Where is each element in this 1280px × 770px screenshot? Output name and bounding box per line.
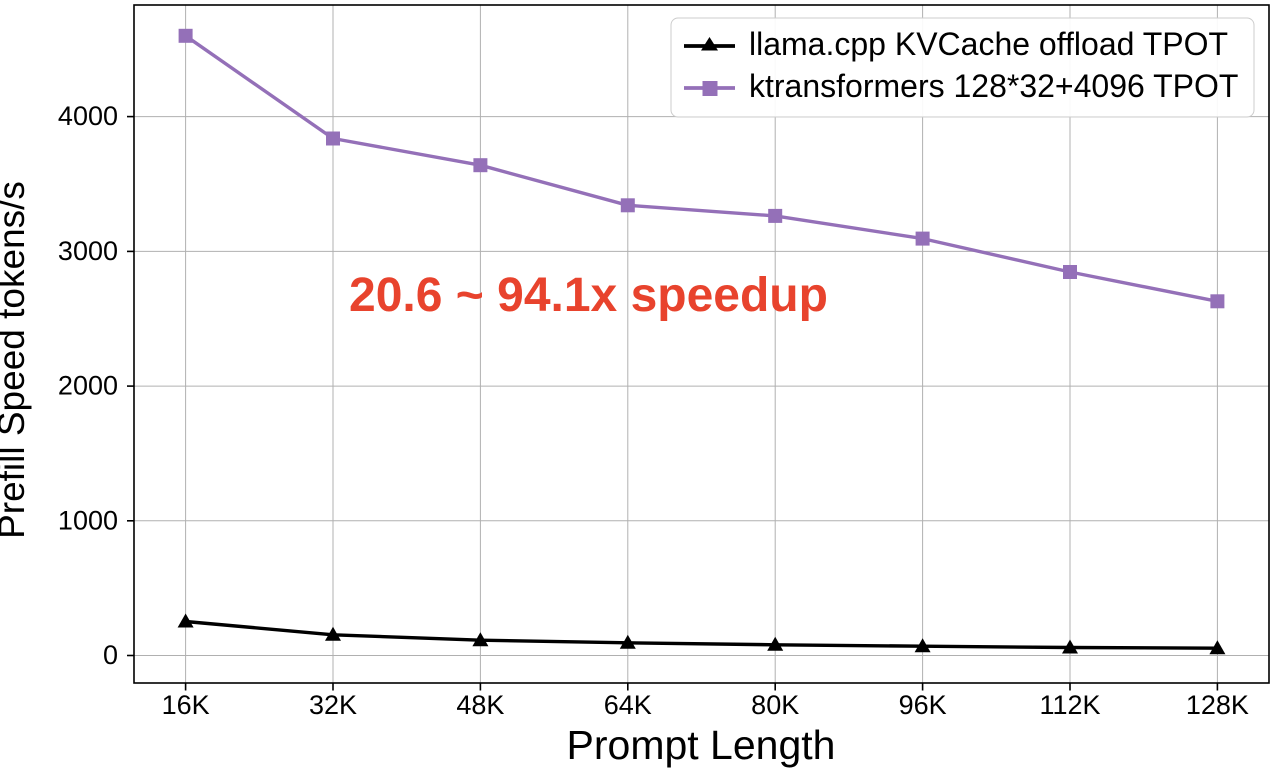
- svg-text:80K: 80K: [751, 690, 799, 720]
- svg-text:2000: 2000: [58, 371, 118, 401]
- svg-text:112K: 112K: [1039, 690, 1100, 720]
- svg-text:32K: 32K: [309, 690, 357, 720]
- svg-text:16K: 16K: [162, 690, 210, 720]
- svg-text:0: 0: [103, 640, 118, 670]
- svg-text:llama.cpp KVCache offload TPOT: llama.cpp KVCache offload TPOT: [749, 26, 1228, 62]
- svg-text:1000: 1000: [58, 505, 118, 535]
- svg-text:ktransformers 128*32+4096 TPOT: ktransformers 128*32+4096 TPOT: [749, 68, 1238, 104]
- svg-text:96K: 96K: [899, 690, 947, 720]
- svg-text:128K: 128K: [1186, 690, 1249, 720]
- svg-text:4000: 4000: [58, 101, 118, 131]
- svg-text:Prefill Speed tokens/s: Prefill Speed tokens/s: [0, 181, 32, 539]
- svg-text:20.6 ~ 94.1x speedup: 20.6 ~ 94.1x speedup: [349, 269, 828, 322]
- svg-text:64K: 64K: [604, 690, 652, 720]
- svg-text:48K: 48K: [456, 690, 504, 720]
- svg-text:Prompt Length: Prompt Length: [567, 722, 836, 768]
- svg-text:3000: 3000: [58, 236, 118, 266]
